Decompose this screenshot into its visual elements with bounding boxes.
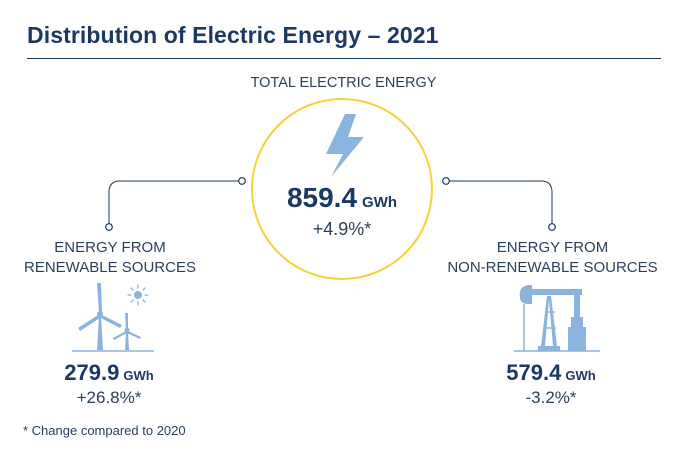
nonrenewable-value: 579.4 GWh (472, 360, 630, 386)
page-title: Distribution of Electric Energy – 2021 (27, 22, 439, 48)
total-label: TOTAL ELECTRIC ENERGY (250, 75, 437, 91)
connector-node-right-bottom (548, 223, 556, 231)
renewable-label-line1: ENERGY FROM (54, 239, 166, 256)
total-value: 859.4 GWh (251, 182, 433, 214)
connector-node-left-top (238, 177, 246, 185)
connector-node-right-top (442, 177, 450, 185)
renewable-value: 279.9 GWh (30, 360, 188, 386)
footnote: * Change compared to 2020 (23, 423, 186, 438)
nonrenewable-label: ENERGY FROM NON-RENEWABLE SOURCES (440, 238, 665, 278)
connector-right (446, 180, 553, 226)
renewable-label: ENERGY FROM RENEWABLE SOURCES (0, 238, 220, 278)
total-circle (251, 98, 433, 280)
nonrenewable-label-line2: NON-RENEWABLE SOURCES (447, 259, 658, 276)
total-change: +4.9%* (312, 219, 372, 239)
title-divider (27, 58, 661, 59)
nonrenewable-number: 579.4 (506, 360, 562, 385)
total-unit: GWh (362, 194, 398, 211)
renewable-change: +26.8%* (76, 388, 142, 407)
connector-node-left-bottom (105, 223, 113, 231)
connector-left (108, 180, 241, 226)
renewable-unit: GWh (123, 368, 154, 383)
nonrenewable-label-line1: ENERGY FROM (496, 239, 609, 256)
renewable-number: 279.9 (64, 360, 120, 385)
nonrenewable-change: -3.2%* (525, 388, 577, 407)
total-number: 859.4 (286, 182, 358, 213)
renewable-label-line2: RENEWABLE SOURCES (24, 259, 196, 276)
nonrenewable-unit: GWh (565, 368, 596, 383)
